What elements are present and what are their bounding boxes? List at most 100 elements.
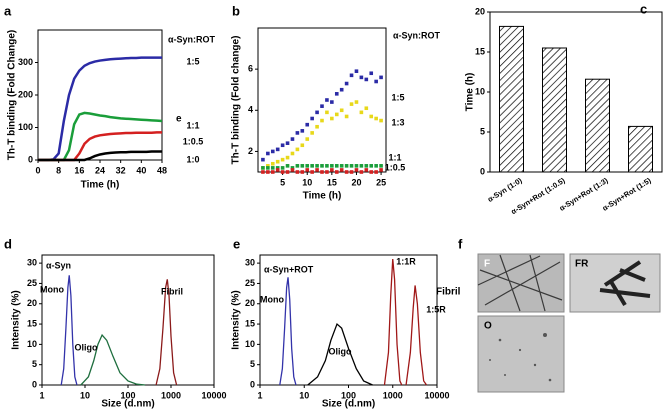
series-label: 1:5 [391,92,404,102]
image-label: O [484,321,492,332]
y-tick-label: 5 [32,359,37,369]
point [295,164,300,168]
y-tick-label: 10 [27,339,37,349]
point [261,166,265,170]
point [290,137,295,141]
panel-f: f F FR O [458,236,661,393]
point [369,170,374,174]
point [290,151,295,156]
y-tick-label: 0 [250,379,255,389]
x-tick-label: 5 [280,177,285,187]
panel-a: a 0 100 200 300 0 8 16 24 32 40 48 α-Syn:ROT Time (h)… [4,3,216,190]
x-tick-label: 1 [257,390,262,400]
point [349,170,354,174]
panel-c: c 0 5 10 15 20 Time (h) α-Syn (1:0) α-Syn+Rot (1… [465,1,663,216]
image-label: F [484,259,490,270]
series-label: 1:3 [391,117,404,127]
y-axis-title: Intensity (%) [231,290,242,349]
y-tick-label: 30 [27,258,37,268]
point [349,73,354,78]
point [295,131,300,135]
plot-frame [37,29,163,161]
y-tick-label: 20 [27,298,37,308]
point [330,168,334,172]
panel-b: b 2 4 6 5 10 15 20 25 α-Syn:ROT Time (h) Th-T bindi… [231,3,441,201]
point [334,170,339,174]
point [295,147,300,152]
point [325,164,329,168]
point [295,170,300,174]
point [379,168,383,172]
y-tick-label: 15 [475,46,485,56]
point [374,170,378,174]
point [300,129,305,133]
x-tick-label: 20 [351,177,361,187]
y-tick-label: 25 [27,278,37,288]
point [354,100,359,104]
point [285,141,290,145]
panel-d: d 0 5 10 15 20 25 30 1 10 100 1000 10000 α-Syn Size (d… [4,236,227,409]
point [270,161,275,166]
point [330,164,334,168]
point [266,170,270,174]
point [364,164,369,168]
point [300,143,305,148]
y-tick-label: 4 [248,105,253,115]
point [364,168,369,172]
series-label: 1:1 [186,120,199,130]
plot-frame [41,254,215,386]
point [374,116,378,121]
point [359,164,364,168]
series-label: 1:5R [426,304,446,314]
panel-letter: e [233,236,240,251]
point [310,116,314,121]
point [275,147,280,152]
point [275,166,280,170]
point [320,118,324,123]
panel-letter: a [4,3,12,18]
point [354,164,359,168]
y-tick-label: 0 [480,166,485,176]
y-tick-label: 0 [32,379,37,389]
x-axis-title: Size (d.nm) [322,399,375,409]
point [334,164,339,168]
point [330,100,334,104]
chart-title: α-Syn:ROT [393,30,441,40]
point [374,79,378,84]
point [359,170,364,174]
point [369,71,374,76]
point [285,155,290,160]
point [310,164,314,168]
point [285,164,290,168]
point [315,124,319,129]
point [315,168,319,172]
point [290,166,295,170]
series-label: Fibril [161,286,183,296]
x-tick-label: 10 [299,390,309,400]
series-line [38,56,162,162]
y-tick-label: 100 [18,122,33,132]
point [280,170,285,174]
point [364,106,369,111]
point [379,75,383,80]
y-tick-label: 200 [18,89,33,99]
series-line [155,279,178,386]
y-tick-label: 25 [245,278,255,288]
panel-letter: f [458,236,463,251]
point [320,170,324,174]
series-label: 1:1 [388,152,401,162]
x-tick-label: 48 [157,165,167,175]
point [270,170,275,174]
image-label: FR [575,259,589,270]
point [320,164,324,168]
point [310,170,314,174]
point [325,98,329,102]
micrograph: F [477,253,565,313]
x-tick-label: α-Syn (1:0) [486,175,524,203]
y-tick-label: 10 [475,86,485,96]
series-label: 1:0.5 [385,162,406,172]
point [315,110,319,115]
micrograph: FR [569,253,661,313]
y-axis-title: Th-T binding (Fold change) [231,36,242,165]
